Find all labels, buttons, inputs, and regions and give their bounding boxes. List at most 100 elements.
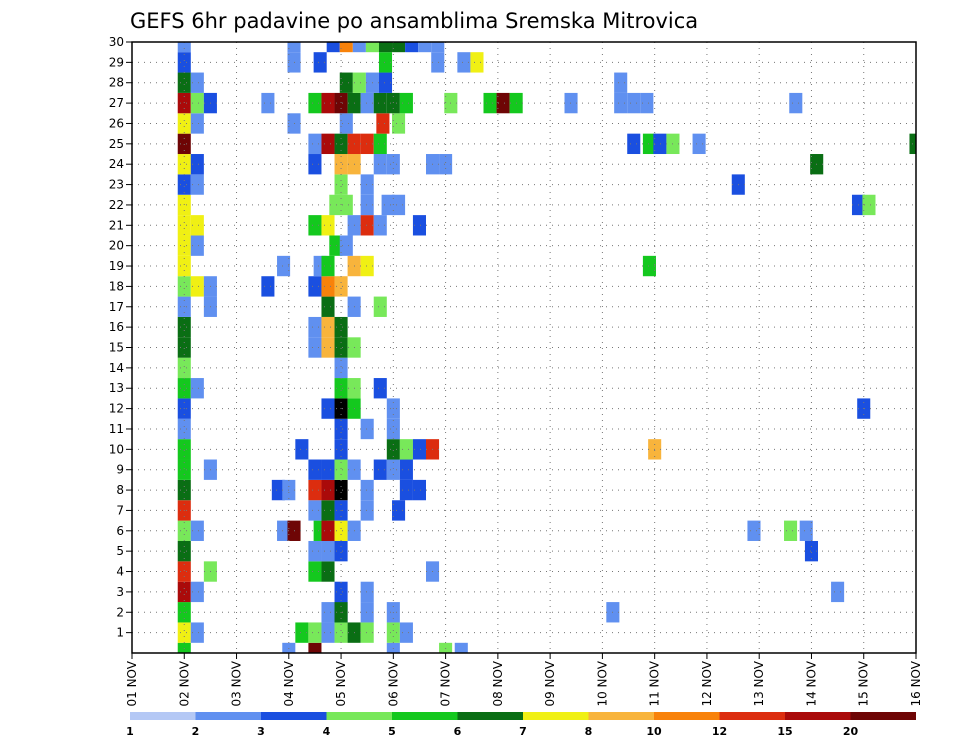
legend-label: 6	[454, 725, 462, 738]
y-tick-label: 28	[109, 76, 124, 90]
heatmap-cell	[190, 92, 204, 114]
heatmap-cell	[321, 133, 335, 155]
heatmap-cell	[373, 215, 387, 236]
heatmap-cell	[399, 622, 413, 643]
heatmap-cell	[277, 520, 291, 541]
heatmap-cell	[177, 52, 191, 73]
heatmap-cell	[177, 276, 191, 297]
heatmap-cell	[177, 133, 191, 155]
heatmap-cell	[412, 215, 426, 236]
heatmap-cell	[308, 540, 322, 562]
heatmap-cell	[282, 642, 296, 653]
heatmap-cell	[190, 113, 204, 134]
x-axis: 01 NOV 02 NOV 03 NOV 04 NOV 05 NOV 06 NOV 07 N…	[125, 653, 923, 707]
heatmap-cell	[334, 520, 348, 541]
heatmap-cell	[177, 316, 191, 338]
heatmap-cell	[308, 133, 322, 155]
heatmap-cell	[321, 296, 335, 317]
heatmap-cell	[177, 459, 191, 480]
x-tick-label: 11 NOV	[648, 660, 662, 706]
legend-swatch	[654, 712, 720, 720]
heatmap-cell	[360, 194, 374, 216]
heatmap-cell	[392, 42, 406, 53]
heatmap-cell	[190, 520, 204, 541]
heatmap-cell	[271, 479, 285, 501]
heatmap-cell	[386, 459, 400, 480]
heatmap-cell	[334, 418, 348, 440]
heatmap-cell	[412, 439, 426, 460]
heatmap-cell	[190, 154, 204, 175]
heatmap-cell	[496, 92, 510, 114]
heatmap-cell	[386, 92, 400, 114]
heatmap-cell	[378, 42, 393, 53]
x-tick-label: 02 NOV	[177, 660, 191, 706]
heatmap-cell	[308, 276, 322, 297]
x-tick-label: 03 NOV	[230, 660, 244, 706]
heatmap-cell	[177, 418, 191, 440]
heatmap-cell	[334, 92, 348, 114]
heatmap-cell	[439, 154, 453, 175]
chart-title: GEFS 6hr padavine po ansamblima Sremska …	[130, 9, 698, 33]
heatmap-cell	[470, 52, 484, 73]
heatmap-cell	[190, 72, 204, 93]
heatmap-cell	[177, 561, 191, 582]
heatmap-cell	[439, 642, 453, 653]
y-tick-label: 1	[116, 626, 124, 640]
y-tick-label: 20	[109, 239, 124, 253]
heatmap-cell	[308, 316, 322, 338]
heatmap-cell	[431, 52, 445, 73]
x-tick-label: 06 NOV	[386, 660, 400, 706]
heatmap-cell	[392, 500, 406, 521]
heatmap-cell	[277, 255, 291, 277]
heatmap-cell	[177, 622, 191, 643]
heatmap-cell	[392, 194, 406, 216]
heatmap-cell	[378, 52, 393, 73]
y-tick-label: 17	[109, 300, 124, 314]
legend-swatch	[261, 712, 327, 720]
y-tick-label: 5	[116, 544, 124, 558]
heatmap-cell	[295, 439, 309, 460]
legend-swatch	[588, 712, 654, 720]
y-tick-label: 12	[109, 402, 124, 416]
heatmap-cell	[339, 194, 353, 216]
heatmap-cell	[831, 581, 845, 603]
heatmap-cell	[177, 174, 191, 195]
heatmap-cell	[190, 581, 204, 603]
heatmap-cell	[360, 581, 374, 603]
heatmap-cell	[386, 154, 400, 175]
y-tick-label: 4	[116, 565, 124, 579]
heatmap-cell	[373, 459, 387, 480]
legend-label: 2	[192, 725, 200, 738]
y-tick-label: 21	[109, 218, 124, 232]
x-tick-label: 15 NOV	[857, 660, 871, 706]
x-tick-label: 10 NOV	[595, 660, 609, 706]
y-tick-label: 3	[116, 585, 124, 599]
heatmap-cell	[334, 133, 348, 155]
legend-label: 15	[777, 725, 792, 738]
heatmap-cell	[334, 378, 348, 399]
x-tick-label: 12 NOV	[700, 660, 714, 706]
heatmap-cell	[295, 622, 309, 643]
heatmap-cell	[321, 215, 335, 236]
heatmap-cell	[190, 378, 204, 399]
heatmap-cell	[177, 92, 191, 114]
heatmap-cell	[321, 561, 335, 582]
legend-label: 8	[585, 725, 593, 738]
legend-label: 1	[126, 725, 134, 738]
heatmap-cell	[334, 540, 348, 562]
heatmap-cell	[399, 459, 413, 480]
legend-swatch	[850, 712, 916, 720]
heatmap-cell	[454, 642, 468, 653]
x-tick-label: 01 NOV	[125, 660, 139, 706]
heatmap-cell	[177, 154, 191, 175]
heatmap-cells	[177, 42, 916, 653]
heatmap-cell	[378, 72, 393, 93]
y-tick-label: 18	[109, 279, 124, 293]
heatmap-cell	[177, 215, 191, 236]
y-tick-label: 30	[109, 35, 124, 49]
heatmap-cell	[308, 561, 322, 582]
heatmap-cell	[190, 174, 204, 195]
heatmap-cell	[360, 133, 374, 155]
heatmap-cell	[386, 439, 400, 460]
